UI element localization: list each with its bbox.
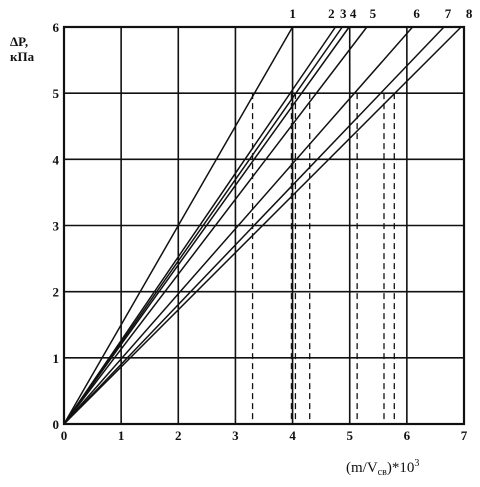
y-tick-label-2: 2 [53,285,60,300]
series-line-3 [63,26,343,425]
y-axis-label-line2: кПа [10,49,35,64]
y-tick-label-6: 6 [53,20,60,35]
x-tick-label-5: 5 [346,428,353,443]
x-tick-label-0: 0 [61,428,68,443]
x-axis-label-sub: св [378,467,387,478]
series-label-5: 5 [370,6,377,21]
x-axis-label: (m/Vсв)*103 [346,458,419,478]
series-label-8: 8 [466,6,473,21]
series-label-2: 2 [328,6,335,21]
series-label-6: 6 [413,6,420,21]
series-label-1: 1 [289,6,296,21]
x-tick-label-1: 1 [118,428,125,443]
x-tick-label-2: 2 [175,428,182,443]
y-tick-label-0: 0 [53,417,60,432]
dashed-markers [251,93,395,424]
series-line-6 [63,26,414,425]
plot-frame [62,25,466,426]
y-tick-label-3: 3 [53,219,60,234]
series-line-5 [63,26,368,425]
plot-border [62,25,466,426]
series-label-7: 7 [445,6,452,21]
y-tick-label-4: 4 [53,152,60,167]
y-tick-label-5: 5 [53,86,60,101]
tick-labels: 0 1 2 3 4 5 6 7 0 1 2 3 4 5 6 [53,20,468,443]
y-axis-label-line1: ΔP, [10,34,28,49]
series-line-1 [63,26,294,425]
x-tick-label-7: 7 [461,428,468,443]
series-line-2 [63,26,337,425]
series-label-4: 4 [350,6,357,21]
y-tick-label-1: 1 [53,351,60,366]
series-lines [63,26,462,425]
x-tick-label-6: 6 [404,428,411,443]
x-tick-label-3: 3 [232,428,239,443]
x-tick-label-4: 4 [289,428,296,443]
x-axis-label-suffix: )*10 [387,460,415,476]
series-line-7 [63,26,445,425]
series-line-8 [63,26,462,425]
series-label-3: 3 [340,6,347,21]
series-line-4 [63,26,350,425]
x-axis-label-sup: 3 [414,458,419,469]
x-axis-label-prefix: (m/V [346,460,378,476]
